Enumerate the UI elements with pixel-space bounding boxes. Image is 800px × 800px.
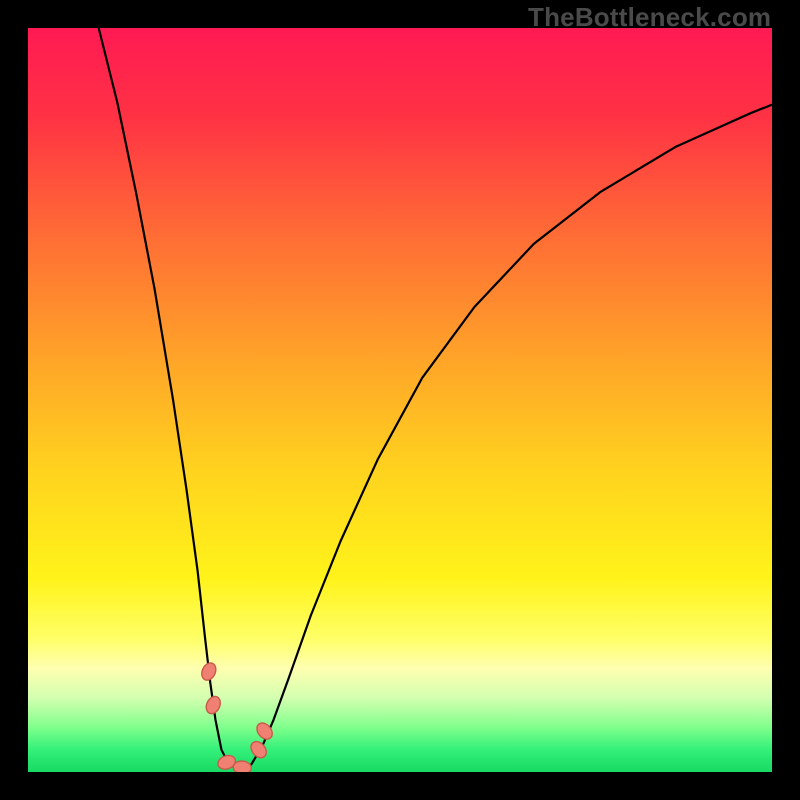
watermark-text: TheBottleneck.com xyxy=(528,2,771,33)
chart-background xyxy=(28,28,772,772)
chart-plot xyxy=(28,28,772,772)
